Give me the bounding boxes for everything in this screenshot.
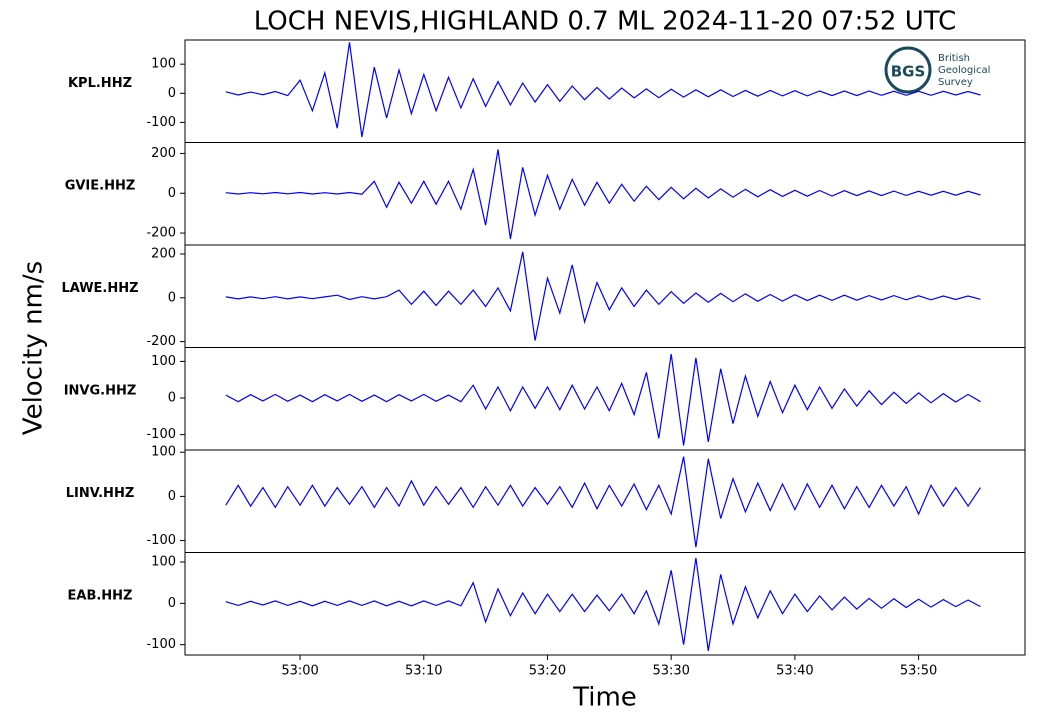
y-tick-label: -200 — [146, 334, 176, 349]
station-label: INVG.HHZ — [64, 383, 137, 398]
y-tick-label: 100 — [151, 354, 176, 369]
x-tick-label: 53:10 — [405, 664, 442, 679]
y-tick-label: 0 — [168, 186, 176, 201]
y-tick-label: -100 — [146, 427, 176, 442]
y-tick-label: 100 — [151, 445, 176, 460]
panel-frame — [184, 552, 1026, 656]
y-tick-label: 0 — [168, 86, 176, 101]
logo-text: British — [938, 53, 970, 64]
y-tick-label: 0 — [168, 290, 176, 305]
station-label: GVIE.HHZ — [65, 178, 136, 193]
y-tick-label: 100 — [151, 555, 176, 570]
y-tick-label: 200 — [151, 146, 176, 161]
panel-frame — [184, 449, 1026, 553]
y-tick-label: 0 — [168, 596, 176, 611]
station-label: LAWE.HHZ — [61, 281, 138, 296]
y-axis-label: Velocity nm/s — [19, 261, 49, 435]
waveform — [225, 456, 981, 548]
waveform — [225, 149, 981, 240]
y-tick-label: -100 — [146, 533, 176, 548]
panel-frame — [184, 347, 1026, 451]
x-tick-label: 53:50 — [900, 664, 937, 679]
waveform — [225, 354, 981, 446]
y-tick-label: -100 — [146, 115, 176, 130]
logo-mark: BGS — [891, 63, 926, 81]
x-tick-label: 53:40 — [776, 664, 813, 679]
y-tick-label: -200 — [146, 226, 176, 241]
chart-title: LOCH NEVIS,HIGHLAND 0.7 ML 2024-11-20 07… — [254, 7, 957, 37]
waveform — [225, 557, 981, 651]
station-label: EAB.HHZ — [68, 588, 133, 603]
waveform — [225, 42, 981, 138]
logo-text: Survey — [938, 77, 973, 88]
logo-ring — [884, 46, 932, 94]
x-tick-label: 53:20 — [529, 664, 566, 679]
y-tick-label: 0 — [168, 391, 176, 406]
logo: BGS British Geological Survey — [884, 46, 990, 94]
x-tick-label: 53:00 — [281, 664, 318, 679]
logo-text: Geological — [938, 65, 990, 76]
y-tick-label: -100 — [146, 637, 176, 652]
panel-frame — [184, 244, 1026, 348]
x-tick-label: 53:30 — [652, 664, 689, 679]
y-tick-label: 100 — [151, 57, 176, 72]
y-tick-label: 0 — [168, 489, 176, 504]
station-label: KPL.HHZ — [68, 76, 132, 91]
station-label: LINV.HHZ — [66, 486, 135, 501]
y-tick-label: 200 — [151, 246, 176, 261]
x-axis-label: Time — [572, 683, 637, 713]
waveform — [225, 251, 981, 341]
